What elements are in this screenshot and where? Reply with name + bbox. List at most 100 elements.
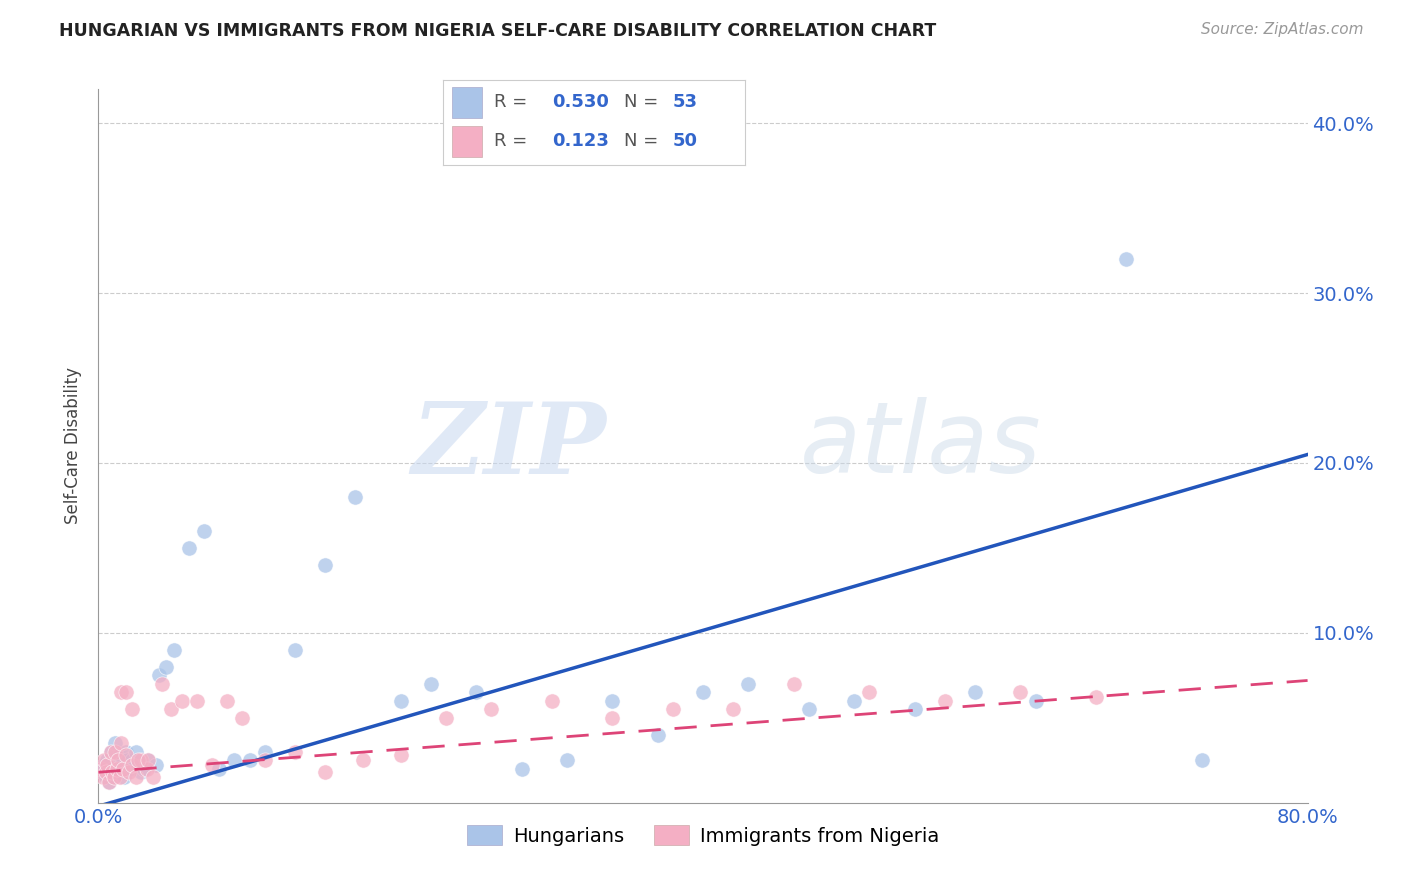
Text: atlas: atlas bbox=[800, 398, 1042, 494]
Point bbox=[314, 558, 336, 572]
Point bbox=[434, 711, 457, 725]
Point bbox=[160, 702, 183, 716]
Point bbox=[136, 753, 159, 767]
Point bbox=[602, 711, 624, 725]
Point bbox=[111, 762, 134, 776]
Point bbox=[284, 745, 307, 759]
Point bbox=[103, 770, 125, 784]
Point bbox=[1024, 694, 1046, 708]
Point bbox=[129, 765, 152, 780]
Point bbox=[239, 753, 262, 767]
Bar bbox=[451, 87, 482, 118]
Point bbox=[465, 685, 488, 699]
Point bbox=[179, 541, 201, 555]
Point bbox=[136, 753, 159, 767]
Point bbox=[105, 758, 128, 772]
Point bbox=[186, 694, 208, 708]
Text: N =: N = bbox=[624, 94, 658, 112]
Text: R =: R = bbox=[495, 132, 527, 150]
Point bbox=[96, 758, 118, 772]
Point bbox=[118, 762, 141, 776]
Text: 50: 50 bbox=[672, 132, 697, 150]
Text: ZIP: ZIP bbox=[412, 398, 606, 494]
Point bbox=[540, 694, 562, 708]
Point bbox=[100, 745, 122, 759]
Point bbox=[93, 758, 115, 772]
Point bbox=[132, 762, 155, 776]
Point bbox=[1010, 685, 1032, 699]
Point bbox=[91, 770, 114, 784]
Bar bbox=[451, 126, 482, 157]
Point bbox=[555, 753, 578, 767]
Point bbox=[93, 753, 115, 767]
Point bbox=[112, 770, 135, 784]
Point bbox=[253, 745, 276, 759]
Text: R =: R = bbox=[495, 94, 527, 112]
Point bbox=[904, 702, 927, 716]
Point bbox=[934, 694, 956, 708]
Point bbox=[208, 762, 231, 776]
Legend: Hungarians, Immigrants from Nigeria: Hungarians, Immigrants from Nigeria bbox=[458, 818, 948, 854]
Point bbox=[107, 765, 129, 780]
Text: Source: ZipAtlas.com: Source: ZipAtlas.com bbox=[1201, 22, 1364, 37]
Point bbox=[121, 702, 143, 716]
Point bbox=[104, 736, 127, 750]
Point bbox=[1191, 753, 1213, 767]
Point bbox=[125, 745, 148, 759]
Point bbox=[420, 677, 443, 691]
Point bbox=[110, 736, 132, 750]
Point bbox=[193, 524, 215, 538]
Point bbox=[129, 753, 152, 767]
Point bbox=[389, 694, 412, 708]
Point bbox=[389, 748, 412, 763]
Point bbox=[100, 745, 122, 759]
Text: 0.123: 0.123 bbox=[551, 132, 609, 150]
Point bbox=[647, 728, 669, 742]
Point bbox=[127, 753, 149, 767]
Point bbox=[101, 762, 124, 776]
Point bbox=[107, 753, 129, 767]
Point bbox=[314, 765, 336, 780]
Point bbox=[858, 685, 880, 699]
Point bbox=[135, 762, 157, 776]
Point bbox=[783, 677, 806, 691]
Point bbox=[231, 711, 253, 725]
Point bbox=[797, 702, 820, 716]
Point bbox=[1115, 252, 1137, 266]
Point bbox=[94, 765, 117, 780]
Point bbox=[737, 677, 759, 691]
Point bbox=[284, 643, 307, 657]
Point bbox=[103, 770, 125, 784]
Y-axis label: Self-Care Disability: Self-Care Disability bbox=[65, 368, 83, 524]
Point bbox=[121, 758, 143, 772]
Point bbox=[723, 702, 745, 716]
Point bbox=[111, 753, 134, 767]
Point bbox=[155, 660, 177, 674]
Point bbox=[170, 694, 193, 708]
Point bbox=[215, 694, 238, 708]
Point bbox=[121, 753, 143, 767]
Point bbox=[110, 762, 132, 776]
Point bbox=[224, 753, 246, 767]
Point bbox=[104, 745, 127, 759]
Point bbox=[125, 770, 148, 784]
Point bbox=[163, 643, 186, 657]
Point bbox=[90, 762, 112, 776]
Point bbox=[114, 745, 136, 759]
Point bbox=[344, 490, 367, 504]
Point bbox=[115, 753, 138, 767]
Point bbox=[602, 694, 624, 708]
Point bbox=[98, 775, 121, 789]
Point bbox=[105, 762, 128, 776]
Point bbox=[481, 702, 503, 716]
Point bbox=[201, 758, 224, 772]
Point bbox=[844, 694, 866, 708]
Point bbox=[253, 753, 276, 767]
Point bbox=[91, 765, 114, 780]
Point bbox=[661, 702, 683, 716]
Point bbox=[145, 758, 167, 772]
Point bbox=[90, 762, 112, 776]
Point bbox=[110, 685, 132, 699]
Point bbox=[96, 753, 118, 767]
Text: 0.530: 0.530 bbox=[551, 94, 609, 112]
